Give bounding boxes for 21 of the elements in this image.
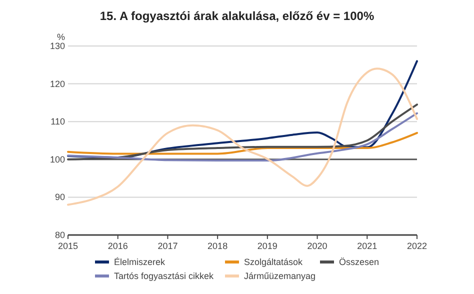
y-tick-label: 100 <box>50 154 65 164</box>
legend-label: Élelmiszerek <box>114 257 166 267</box>
y-tick-label: 120 <box>50 78 65 89</box>
x-tick-label: 2018 <box>208 241 228 251</box>
x-tick-label: 2015 <box>58 241 78 251</box>
x-tick-label: 2016 <box>108 241 128 251</box>
y-tick-label: 130 <box>50 41 65 51</box>
x-tick-label: 2017 <box>158 241 178 251</box>
legend-label: Járműüzemanyag <box>244 271 316 281</box>
x-tick-label: 2020 <box>307 241 328 251</box>
y-axis-title: % <box>56 32 65 42</box>
legend-label: Szolgáltatások <box>244 257 304 267</box>
legend-label: Összesen <box>339 257 380 267</box>
y-tick-label: 110 <box>50 116 65 127</box>
y-tick-label: 90 <box>54 192 65 202</box>
legend-label: Tartós fogyasztási cikkek <box>114 271 214 281</box>
chart-title: 15. A fogyasztói árak alakulása, előző év = 100% <box>100 9 374 23</box>
x-tick-label: 2021 <box>357 241 378 251</box>
y-tick-label: 80 <box>54 230 65 240</box>
x-tick-label: 2019 <box>257 241 278 251</box>
x-tick-label: 2022 <box>406 241 428 251</box>
